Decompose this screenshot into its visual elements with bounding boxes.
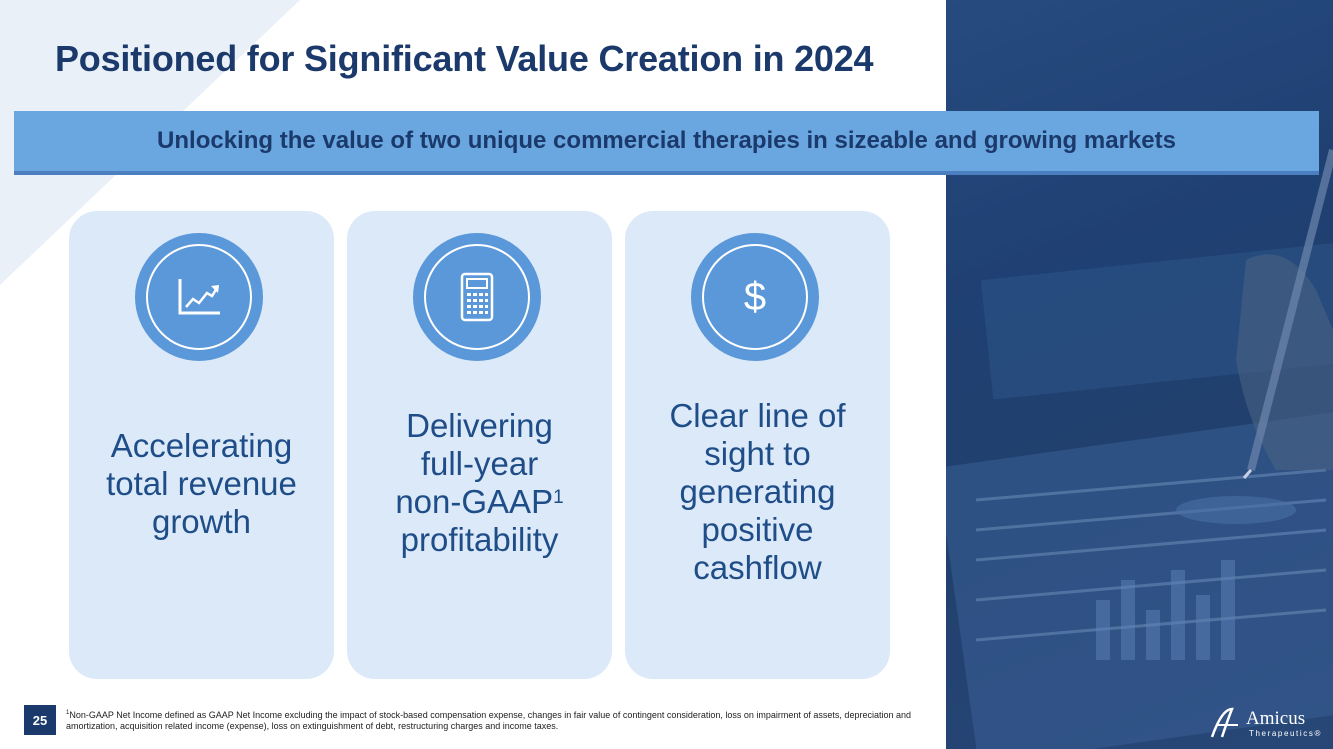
calculator-icon xyxy=(460,272,494,322)
amicus-logo-mark-icon xyxy=(1210,707,1238,738)
page-number: 25 xyxy=(24,705,56,735)
card-text: Delivering full-year non-GAAP1 profitabi… xyxy=(395,407,564,558)
trend-chart-icon xyxy=(178,279,220,315)
page-title: Positioned for Significant Value Creatio… xyxy=(55,38,874,79)
card-cashflow: $ Clear line of sight to generating posi… xyxy=(625,211,890,679)
banner-text: Unlocking the value of two unique commer… xyxy=(157,127,1176,154)
card-profitability: Delivering full-year non-GAAP1 profitabi… xyxy=(347,211,612,679)
footnote-marker: 1 xyxy=(553,487,564,508)
card-icon-circle: $ xyxy=(691,233,819,361)
card-revenue-growth: Accelerating total revenue growth xyxy=(69,211,334,679)
card-text: Clear line of sight to generating positi… xyxy=(669,397,846,586)
footnote: 1Non-GAAP Net Income defined as GAAP Net… xyxy=(66,710,911,731)
amicus-logo: Amicus Therapeutics® xyxy=(1208,702,1328,742)
card-icon-circle xyxy=(135,233,263,361)
logo-subtitle: Therapeutics® xyxy=(1249,729,1322,738)
subtitle-banner: Unlocking the value of two unique commer… xyxy=(14,111,1319,175)
card-icon-circle xyxy=(413,233,541,361)
dollar-icon: $ xyxy=(743,275,767,319)
card-text: Accelerating total revenue growth xyxy=(106,427,297,540)
logo-name: Amicus xyxy=(1246,708,1306,729)
